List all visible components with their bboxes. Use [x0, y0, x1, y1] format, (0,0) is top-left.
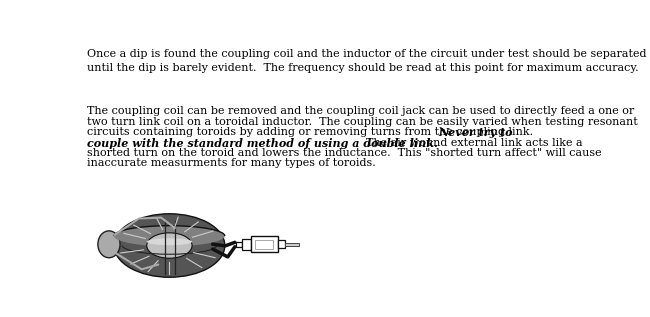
Ellipse shape	[98, 231, 120, 258]
Text: Once a dip is found the coupling coil and the inductor of the circuit under test: Once a dip is found the coupling coil an…	[87, 49, 647, 73]
Bar	[242, 239, 250, 250]
Ellipse shape	[147, 233, 192, 258]
Text: couple with the standard method of using a double link.: couple with the standard method of using…	[87, 138, 438, 149]
Bar	[285, 243, 299, 245]
Text: Never try to: Never try to	[439, 127, 513, 138]
Text: two turn link coil on a toroidal inductor.  The coupling can be easily varied wh: two turn link coil on a toroidal inducto…	[87, 117, 638, 127]
Text: The air wound external link acts like a: The air wound external link acts like a	[359, 138, 583, 148]
Text: shorted turn on the toroid and lowers the inductance.  This "shorted turn affect: shorted turn on the toroid and lowers th…	[87, 148, 602, 158]
Ellipse shape	[147, 238, 192, 245]
Bar	[278, 240, 285, 249]
Ellipse shape	[114, 226, 225, 246]
Ellipse shape	[114, 214, 225, 277]
Bar	[255, 240, 273, 249]
Bar	[250, 236, 278, 252]
Text: inaccurate measurments for many types of toroids.: inaccurate measurments for many types of…	[87, 158, 376, 168]
Text: The coupling coil can be removed and the coupling coil jack can be used to direc: The coupling coil can be removed and the…	[87, 107, 634, 116]
Bar	[236, 242, 242, 247]
Text: circuits containing toroids by adding or removing turns from the coupling link.: circuits containing toroids by adding or…	[87, 127, 540, 137]
